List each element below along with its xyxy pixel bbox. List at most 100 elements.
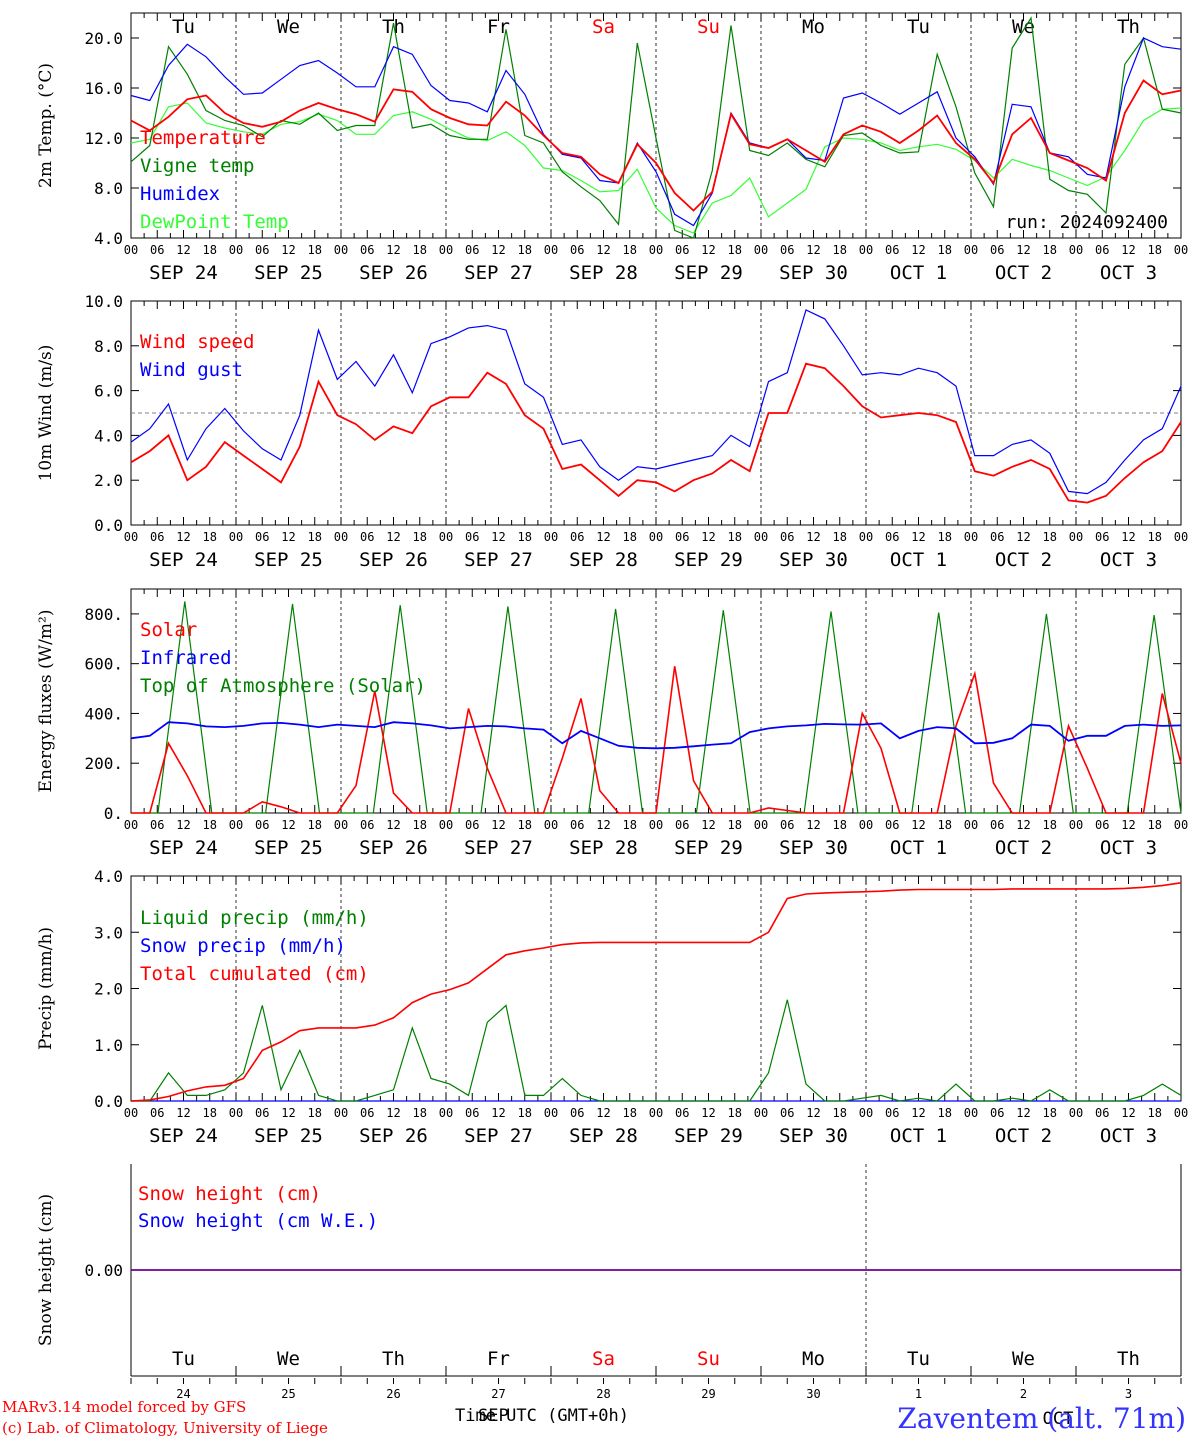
wind-date-label: SEP 25 [254, 549, 323, 571]
energy-hour-tick-label: 12 [806, 818, 820, 832]
wind-hour-tick-label: 12 [176, 530, 190, 544]
temp-hour-tick-label: 06 [150, 243, 164, 257]
temp-weekday-label: Mo [802, 16, 825, 38]
wind-y-tick-label: 6.0 [94, 382, 123, 401]
wind-y-tick-label: 8.0 [94, 337, 123, 356]
run-label: run: 2024092400 [1005, 212, 1168, 233]
energy-hour-tick-label: 00 [649, 818, 663, 832]
wind-hour-tick-label: 06 [990, 530, 1004, 544]
energy-date-label: SEP 30 [779, 837, 848, 859]
precip-hour-tick-label: 06 [360, 1106, 374, 1120]
temp-date-label: OCT 2 [995, 262, 1052, 284]
precip-y-tick-label: 2.0 [94, 980, 123, 999]
temp-weekday-label: We [277, 16, 300, 38]
snow-day-number: 24 [176, 1387, 190, 1401]
wind-y-axis-label: 10m Wind (m/s) [36, 345, 56, 482]
energy-date-label: OCT 3 [1100, 837, 1157, 859]
wind-series-wind-speed [130, 362, 1182, 504]
energy-date-label: SEP 26 [359, 837, 428, 859]
temp-hour-tick-label: 00 [649, 243, 663, 257]
wind-hour-tick-label: 00 [754, 530, 768, 544]
energy-date-label: OCT 1 [890, 837, 947, 859]
energy-y-tick-label: 800. [84, 605, 123, 624]
temp-hour-tick-label: 12 [1121, 243, 1135, 257]
wind-hour-tick-label: 18 [623, 530, 637, 544]
wind-hour-tick-label: 18 [203, 530, 217, 544]
precip-hour-tick-label: 18 [203, 1106, 217, 1120]
wind-hour-tick-label: 12 [1121, 530, 1135, 544]
model-credit: MARv3.14 model forced by GFS [2, 1398, 247, 1416]
temp-date-label: OCT 1 [890, 262, 947, 284]
precip-hour-tick-label: 00 [859, 1106, 873, 1120]
temp-y-axis-label: 2m Temp. (°C) [36, 63, 56, 188]
temp-date-label: SEP 26 [359, 262, 428, 284]
precip-hour-tick-label: 12 [1016, 1106, 1030, 1120]
energy-hour-tick-label: 12 [281, 818, 295, 832]
wind-y-tick-label: 10.0 [84, 292, 123, 311]
temp-hour-tick-label: 00 [754, 243, 768, 257]
precip-hour-tick-label: 18 [518, 1106, 532, 1120]
precip-hour-tick-label: 12 [1121, 1106, 1135, 1120]
temp-hour-tick-label: 12 [491, 243, 505, 257]
energy-hour-tick-label: 00 [1174, 818, 1188, 832]
snow-day-number: 1 [915, 1387, 922, 1401]
precip-hour-tick-label: 12 [806, 1106, 820, 1120]
wind-date-label: SEP 29 [674, 549, 743, 571]
precip-hour-tick-label: 18 [833, 1106, 847, 1120]
temp-date-label: SEP 28 [569, 262, 638, 284]
precip-date-label: SEP 26 [359, 1125, 428, 1147]
snow-day-number: 26 [386, 1387, 400, 1401]
wind-date-label: SEP 27 [464, 549, 533, 571]
temp-hour-tick-label: 12 [1016, 243, 1030, 257]
energy-hour-tick-label: 06 [990, 818, 1004, 832]
energy-y-tick-label: 200. [84, 754, 123, 773]
energy-y-tick-label: 400. [84, 704, 123, 723]
wind-date-label: SEP 30 [779, 549, 848, 571]
wind-hour-tick-label: 06 [570, 530, 584, 544]
precip-series-total-cumulated-cm- [130, 882, 1182, 1102]
temp-hour-tick-label: 00 [124, 243, 138, 257]
temp-weekday-label: Tu [172, 16, 195, 38]
precip-hour-tick-label: 18 [1043, 1106, 1057, 1120]
precip-hour-tick-label: 00 [439, 1106, 453, 1120]
precip-hour-tick-label: 00 [754, 1106, 768, 1120]
wind-date-label: SEP 26 [359, 549, 428, 571]
precip-legend-entry: Liquid precip (mm/h) [140, 907, 369, 929]
snow-weekday-label: Su [697, 1348, 720, 1370]
temp-hour-tick-label: 12 [911, 243, 925, 257]
precip-hour-tick-label: 06 [885, 1106, 899, 1120]
precip-hour-tick-label: 18 [1148, 1106, 1162, 1120]
wind-hour-tick-label: 06 [360, 530, 374, 544]
wind-hour-tick-label: 12 [491, 530, 505, 544]
wind-hour-tick-label: 00 [649, 530, 663, 544]
wind-date-label: OCT 3 [1100, 549, 1157, 571]
precip-hour-tick-label: 06 [780, 1106, 794, 1120]
energy-hour-tick-label: 00 [229, 818, 243, 832]
wind-hour-tick-label: 18 [308, 530, 322, 544]
energy-legend-entry: Infrared [140, 647, 232, 669]
temp-y-tick-label: 4.0 [94, 229, 123, 248]
wind-hour-tick-label: 00 [334, 530, 348, 544]
temp-hour-tick-label: 06 [1095, 243, 1109, 257]
precip-date-label: OCT 3 [1100, 1125, 1157, 1147]
energy-legend-entry: Top of Atmosphere (Solar) [140, 675, 426, 697]
energy-y-tick-label: 600. [84, 655, 123, 674]
energy-hour-tick-label: 12 [911, 818, 925, 832]
energy-hour-tick-label: 00 [439, 818, 453, 832]
precip-hour-tick-label: 18 [413, 1106, 427, 1120]
wind-hour-tick-label: 06 [780, 530, 794, 544]
temp-hour-tick-label: 18 [1148, 243, 1162, 257]
wind-hour-tick-label: 12 [806, 530, 820, 544]
precip-date-label: SEP 30 [779, 1125, 848, 1147]
temp-y-tick-label: 16.0 [84, 79, 123, 98]
wind-hour-tick-label: 00 [439, 530, 453, 544]
precip-hour-tick-label: 12 [911, 1106, 925, 1120]
snow-weekday-label: Th [382, 1348, 405, 1370]
energy-hour-tick-label: 12 [491, 818, 505, 832]
energy-hour-tick-label: 12 [176, 818, 190, 832]
snow-weekday-label: Tu [172, 1348, 195, 1370]
temp-legend-entry: Humidex [140, 183, 220, 205]
energy-hour-tick-label: 18 [413, 818, 427, 832]
temp-hour-tick-label: 00 [1174, 243, 1188, 257]
